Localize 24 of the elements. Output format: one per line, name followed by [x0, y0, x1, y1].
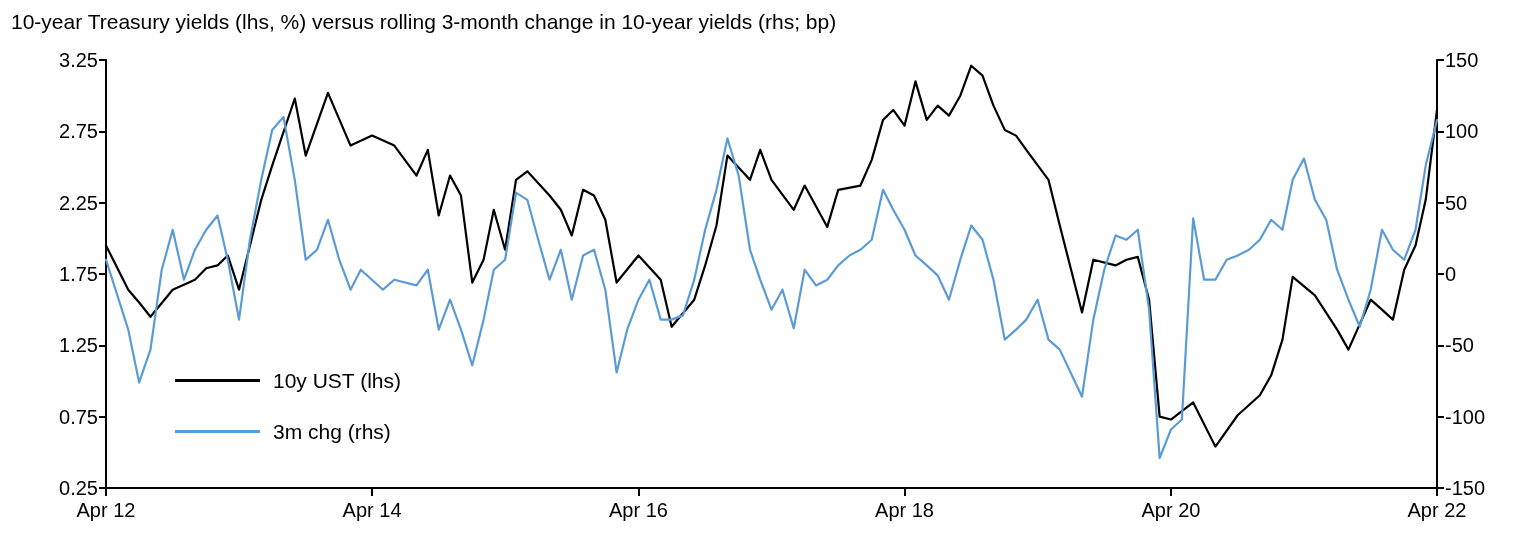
x-tick-label: Apr 12 [76, 499, 136, 521]
legend-label: 3m chg (rhs) [273, 420, 391, 443]
x-tick-label: Apr 14 [342, 499, 402, 521]
y-tick-label: 1.75 [59, 263, 98, 285]
x-tick-label: Apr 16 [609, 499, 668, 521]
y2-tick-label: -100 [1445, 405, 1486, 428]
y-tick-label: 0.75 [59, 405, 98, 428]
y2-tick-label: 50 [1445, 191, 1468, 214]
y2-tick-label: 0 [1445, 263, 1457, 285]
y2-tick-label: 150 [1445, 49, 1479, 71]
legend-label: 10y UST (lhs) [273, 369, 401, 392]
x-tick-label: Apr 22 [1407, 499, 1467, 521]
y-tick-label: 1.25 [59, 334, 98, 357]
y2-tick-label: -150 [1445, 477, 1486, 499]
y2-tick-label: 100 [1445, 120, 1479, 143]
y2-tick-label: -50 [1445, 334, 1474, 357]
x-tick-label: Apr 20 [1141, 499, 1201, 521]
y-tick-label: 0.25 [59, 477, 98, 499]
y-tick-label: 3.25 [59, 49, 98, 71]
y-tick-label: 2.75 [59, 120, 98, 143]
x-tick-label: Apr 18 [875, 499, 934, 521]
y-tick-label: 2.25 [59, 191, 98, 214]
line-series [104, 115, 1439, 460]
chart-title: 10-year Treasury yields (lhs, %) versus rolling 3-month change in 10-year yields (rhs; bp) [11, 10, 837, 33]
